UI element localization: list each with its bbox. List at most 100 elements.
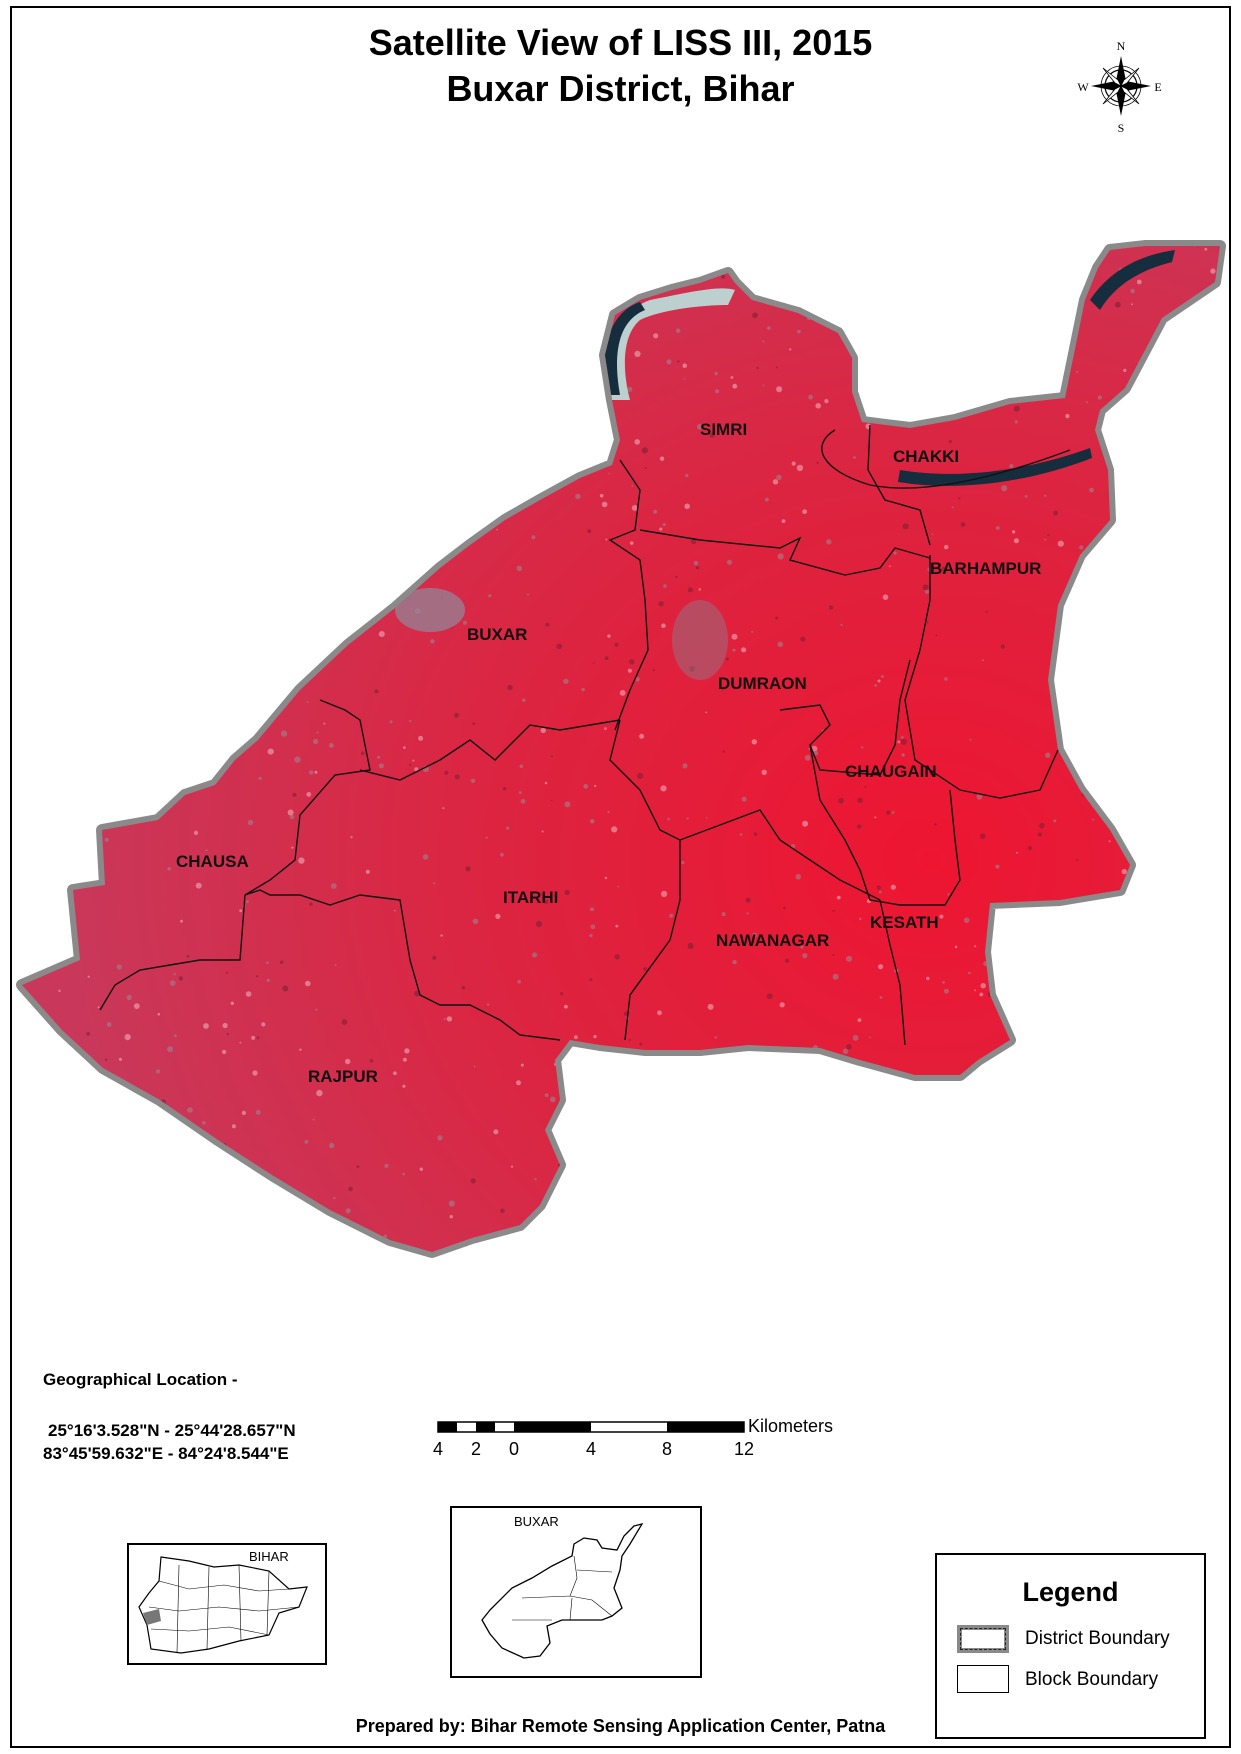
- texture-speck: [161, 690, 168, 697]
- texture-speck: [1201, 872, 1204, 875]
- texture-speck: [897, 740, 901, 744]
- texture-speck: [379, 451, 383, 456]
- block-label-dumraon: DUMRAON: [718, 674, 807, 693]
- texture-speck: [309, 902, 313, 906]
- texture-speck: [329, 743, 334, 748]
- texture-speck: [797, 329, 801, 334]
- texture-speck: [828, 605, 834, 610]
- texture-speck: [738, 1198, 741, 1201]
- texture-speck: [762, 340, 765, 343]
- texture-speck: [844, 1185, 849, 1190]
- texture-speck: [804, 247, 807, 249]
- scale-unit-label: Kilometers: [748, 1416, 834, 1436]
- texture-speck: [1170, 763, 1173, 766]
- texture-speck: [470, 1178, 476, 1184]
- texture-speck: [681, 1189, 687, 1195]
- texture-speck: [1169, 1102, 1172, 1105]
- texture-speck: [869, 1036, 871, 1039]
- texture-speck: [1050, 1061, 1053, 1064]
- texture-speck: [591, 1074, 596, 1079]
- texture-speck: [565, 1127, 570, 1133]
- texture-speck: [245, 991, 252, 997]
- texture-speck: [248, 525, 254, 531]
- texture-speck: [275, 639, 281, 644]
- texture-speck: [1157, 473, 1161, 477]
- texture-speck: [230, 1001, 234, 1005]
- texture-speck: [725, 657, 729, 661]
- texture-speck: [167, 734, 172, 740]
- texture-speck: [860, 746, 864, 749]
- texture-speck: [116, 385, 120, 388]
- texture-speck: [1053, 819, 1057, 823]
- texture-speck: [86, 499, 91, 504]
- texture-speck: [666, 359, 672, 365]
- district-boundary-swatch: [957, 1625, 1009, 1653]
- texture-speck: [596, 1162, 600, 1166]
- texture-speck: [795, 874, 802, 880]
- texture-speck: [32, 1043, 35, 1046]
- texture-speck: [1152, 754, 1157, 759]
- texture-speck: [25, 1010, 32, 1017]
- texture-speck: [234, 242, 236, 244]
- texture-speck: [1206, 672, 1213, 679]
- texture-speck: [727, 559, 732, 565]
- texture-speck: [373, 448, 376, 451]
- texture-speck: [1065, 413, 1070, 419]
- texture-speck: [684, 503, 690, 510]
- texture-speck: [365, 869, 370, 874]
- texture-speck: [627, 668, 632, 673]
- texture-speck: [895, 1108, 902, 1115]
- texture-speck: [1137, 1226, 1141, 1229]
- texture-speck: [101, 1153, 107, 1160]
- texture-speck: [732, 648, 736, 652]
- texture-speck: [334, 964, 337, 967]
- texture-speck: [658, 601, 664, 607]
- texture-speck: [133, 1003, 140, 1009]
- texture-speck: [141, 699, 147, 706]
- texture-speck: [304, 1139, 309, 1144]
- texture-speck: [97, 297, 101, 301]
- texture-speck: [1086, 401, 1088, 404]
- block-label-chaugain: CHAUGAIN: [845, 762, 937, 781]
- texture-speck: [211, 1181, 218, 1188]
- texture-speck: [883, 300, 889, 306]
- texture-speck: [142, 778, 149, 785]
- texture-speck: [316, 731, 319, 734]
- texture-speck: [461, 985, 466, 990]
- texture-speck: [166, 408, 173, 415]
- texture-speck: [1117, 1103, 1120, 1107]
- texture-speck: [218, 681, 221, 684]
- texture-speck: [752, 932, 758, 938]
- texture-speck: [1044, 538, 1047, 541]
- texture-speck: [54, 464, 61, 471]
- texture-speck: [221, 1049, 227, 1055]
- texture-speck: [659, 456, 665, 461]
- texture-speck: [723, 1079, 728, 1084]
- texture-speck: [753, 832, 758, 836]
- texture-speck: [878, 890, 882, 894]
- texture-speck: [564, 889, 570, 896]
- texture-speck: [697, 424, 703, 430]
- texture-speck: [110, 1123, 116, 1128]
- texture-speck: [344, 421, 350, 427]
- block-boundary-swatch: [957, 1665, 1009, 1693]
- texture-speck: [49, 417, 54, 422]
- texture-speck: [1030, 1091, 1036, 1097]
- texture-speck: [246, 520, 253, 527]
- texture-speck: [307, 1206, 310, 1210]
- texture-speck: [661, 623, 666, 628]
- texture-speck: [312, 454, 316, 458]
- texture-speck: [926, 976, 930, 981]
- texture-speck: [186, 954, 190, 958]
- texture-speck: [459, 269, 463, 273]
- texture-speck: [125, 313, 132, 319]
- texture-speck: [196, 409, 200, 413]
- block-label-chakki: CHAKKI: [893, 447, 959, 466]
- texture-speck: [80, 614, 84, 619]
- texture-speck: [88, 284, 93, 289]
- texture-speck: [385, 557, 388, 561]
- texture-speck: [690, 239, 696, 245]
- texture-speck: [182, 501, 188, 506]
- texture-speck: [721, 912, 726, 917]
- texture-speck: [62, 443, 67, 448]
